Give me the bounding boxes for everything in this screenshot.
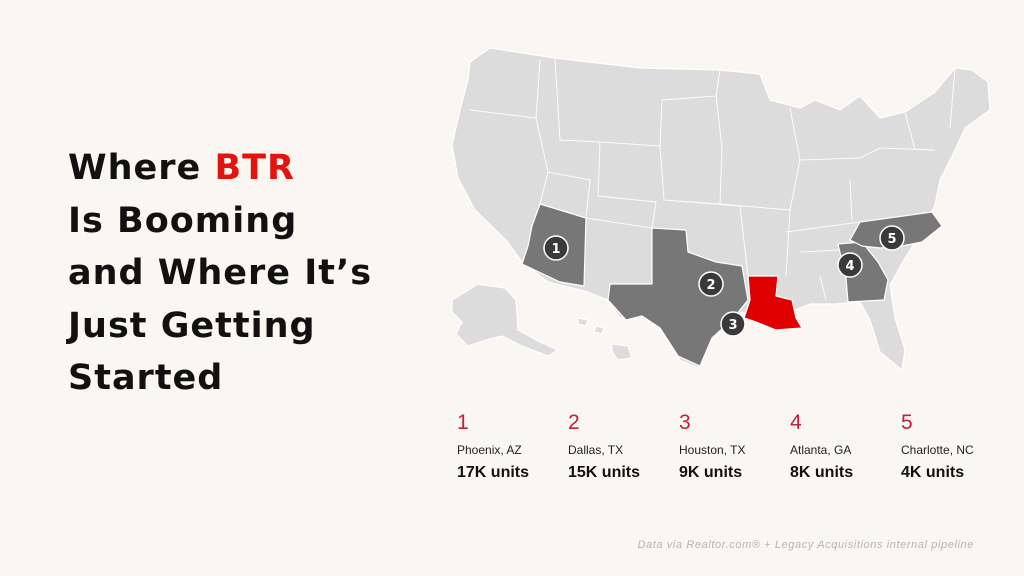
svg-text:5: 5 xyxy=(887,232,896,247)
headline-line-4: Just Getting xyxy=(68,305,316,346)
ranking-item: 1 Phoenix, AZ 17K units xyxy=(457,410,568,483)
rank-units: 17K units xyxy=(457,464,530,481)
rank-number: 2 xyxy=(568,411,580,434)
map-state-texas xyxy=(607,227,749,367)
map-state-louisiana xyxy=(743,275,803,331)
map-hawaii-1 xyxy=(577,317,589,327)
map-marker-5: 5 xyxy=(879,225,905,251)
map-marker-2: 2 xyxy=(698,271,724,297)
map-marker-3: 3 xyxy=(720,311,746,337)
rank-city: Phoenix, AZ xyxy=(457,443,522,457)
svg-text:1: 1 xyxy=(551,242,560,257)
headline-line-2: Is Booming xyxy=(68,200,298,241)
rank-number: 4 xyxy=(790,411,802,434)
map-alaska xyxy=(451,283,559,357)
headline-accent: BTR xyxy=(214,148,295,188)
headline: Where BTR Is Booming and Where It’s Just… xyxy=(68,142,372,405)
map-state-borders xyxy=(469,57,956,301)
rank-units: 4K units xyxy=(901,464,965,481)
rank-city: Atlanta, GA xyxy=(790,443,852,457)
map-hawaii-3 xyxy=(611,343,633,361)
map-marker-1: 1 xyxy=(543,235,569,261)
rank-number: 3 xyxy=(679,411,691,434)
rank-city: Charlotte, NC xyxy=(901,443,974,457)
ranking-item: 4 Atlanta, GA 8K units xyxy=(790,410,901,483)
headline-line-5: Started xyxy=(68,358,224,398)
svg-text:3: 3 xyxy=(728,318,737,333)
ranking-item: 5 Charlotte, NC 4K units xyxy=(901,410,1012,483)
data-source-footnote: Data via Realtor.com® + Legacy Acquisiti… xyxy=(637,539,974,551)
rank-number: 1 xyxy=(457,411,469,434)
ranking-item: 2 Dallas, TX 15K units xyxy=(568,410,679,483)
us-map: 1 2 3 4 5 xyxy=(451,47,991,371)
map-markers: 1 2 3 4 5 xyxy=(543,225,905,337)
svg-text:2: 2 xyxy=(706,278,715,293)
rank-city: Houston, TX xyxy=(679,443,746,457)
svg-text:4: 4 xyxy=(845,259,854,274)
ranking-item: 3 Houston, TX 9K units xyxy=(679,410,790,483)
rank-units: 15K units xyxy=(568,464,641,481)
map-marker-4: 4 xyxy=(837,252,863,278)
map-hawaii-2 xyxy=(593,325,605,335)
rank-city: Dallas, TX xyxy=(568,443,624,457)
headline-line-3: and Where It’s xyxy=(68,253,373,293)
headline-line-1: Where BTR xyxy=(68,142,372,195)
rank-number: 5 xyxy=(901,411,913,434)
rank-units: 8K units xyxy=(790,464,854,481)
rank-units: 9K units xyxy=(679,464,743,481)
headline-text: Where xyxy=(68,148,215,188)
rankings-list: 1 Phoenix, AZ 17K units 2 Dallas, TX 15K… xyxy=(457,410,1012,483)
